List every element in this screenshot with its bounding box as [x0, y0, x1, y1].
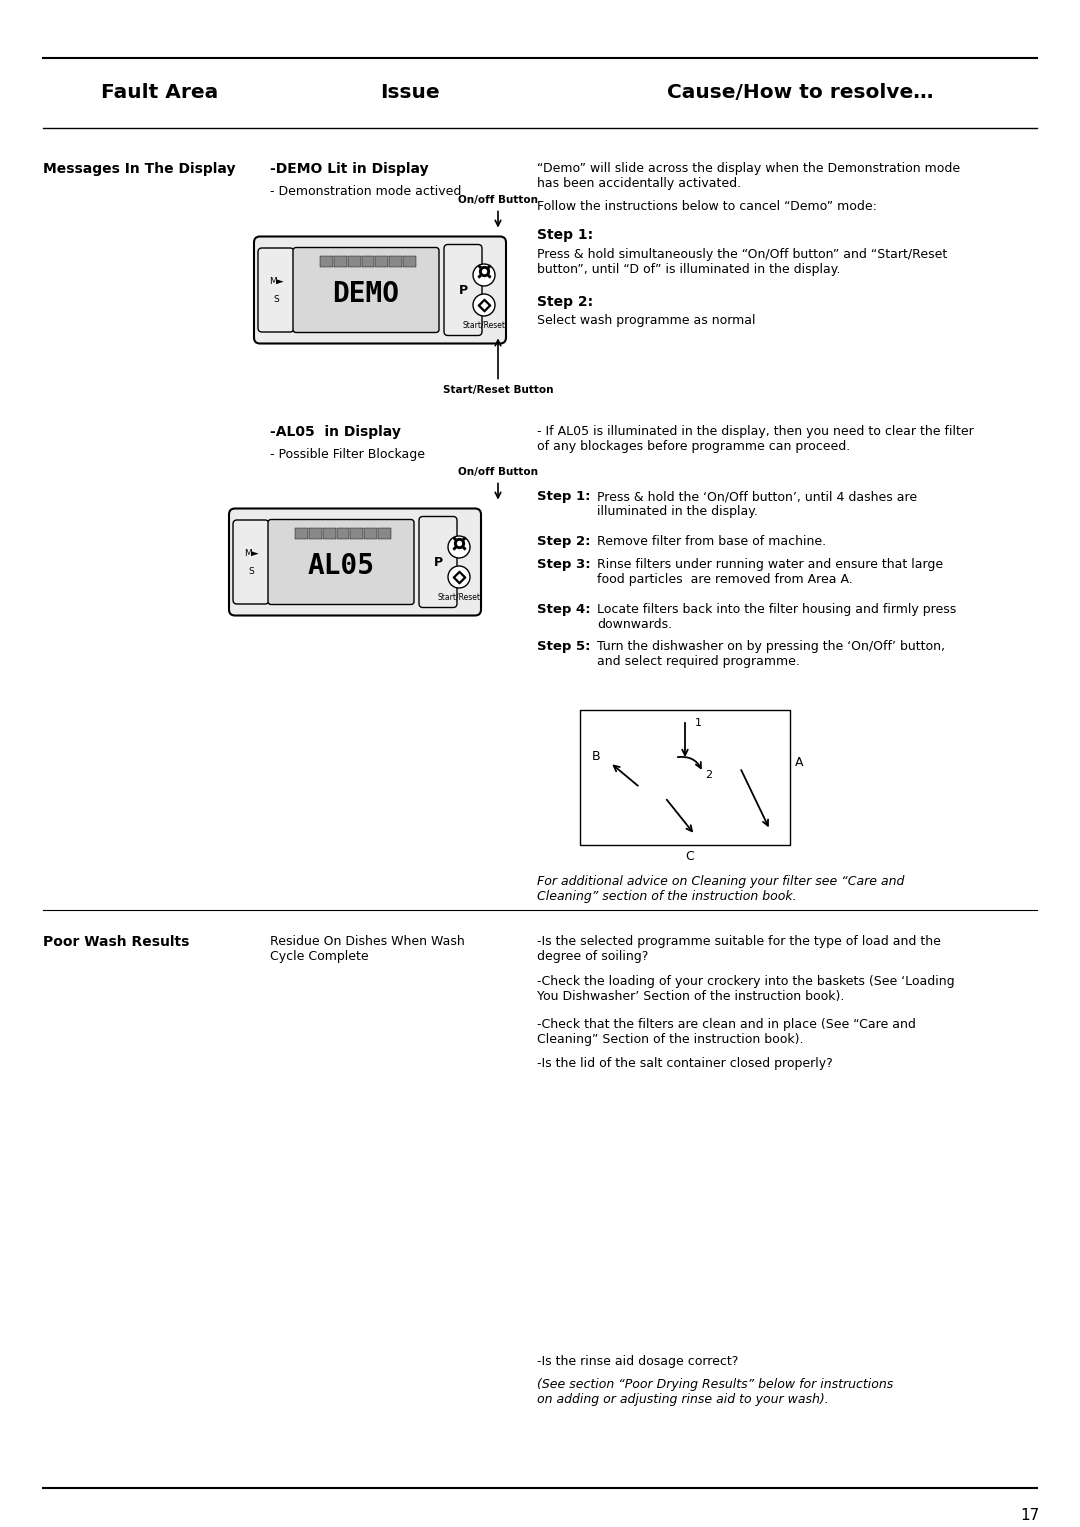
Text: Select wash programme as normal: Select wash programme as normal: [537, 315, 756, 327]
Bar: [337, 527, 350, 539]
Text: DEMO: DEMO: [333, 279, 400, 308]
Bar: [309, 527, 322, 539]
Text: Messages In The Display: Messages In The Display: [43, 162, 235, 176]
Bar: [320, 255, 333, 267]
Bar: [389, 255, 402, 267]
Text: M►: M►: [244, 550, 258, 559]
Text: Press & hold simultaneously the “On/Off button” and “Start/Reset
button”, until : Press & hold simultaneously the “On/Off …: [537, 247, 947, 276]
Text: Step 2:: Step 2:: [537, 534, 591, 548]
Text: Fault Area: Fault Area: [102, 82, 218, 101]
Text: Press & hold the ‘On/Off button’, until 4 dashes are
illuminated in the display.: Press & hold the ‘On/Off button’, until …: [597, 490, 917, 518]
Text: A: A: [795, 756, 804, 770]
Text: Poor Wash Results: Poor Wash Results: [43, 935, 189, 948]
Text: For additional advice on Cleaning your filter see “Care and
Cleaning” section of: For additional advice on Cleaning your f…: [537, 875, 904, 902]
Text: Issue: Issue: [380, 82, 440, 101]
FancyBboxPatch shape: [419, 516, 457, 608]
Text: Remove filter from base of machine.: Remove filter from base of machine.: [597, 534, 826, 548]
Text: Residue On Dishes When Wash
Cycle Complete: Residue On Dishes When Wash Cycle Comple…: [270, 935, 464, 964]
Text: Step 1:: Step 1:: [537, 490, 591, 502]
Bar: [580, 710, 789, 844]
Text: (See section “Poor Drying Results” below for instructions
on adding or adjusting: (See section “Poor Drying Results” below…: [537, 1377, 893, 1406]
Text: Step 1:: Step 1:: [537, 228, 593, 241]
Text: -Is the lid of the salt container closed properly?: -Is the lid of the salt container closed…: [537, 1057, 833, 1070]
Bar: [378, 527, 391, 539]
Text: Start/Reset: Start/Reset: [462, 321, 505, 328]
Text: -Is the selected programme suitable for the type of load and the
degree of soili: -Is the selected programme suitable for …: [537, 935, 941, 964]
Bar: [348, 255, 361, 267]
Text: M►: M►: [269, 278, 283, 287]
Text: S: S: [248, 567, 254, 576]
Text: -Check that the filters are clean and in place (See “Care and
Cleaning” Section : -Check that the filters are clean and in…: [537, 1019, 916, 1046]
Bar: [334, 255, 347, 267]
Text: 2: 2: [705, 771, 712, 780]
Text: - Possible Filter Blockage: - Possible Filter Blockage: [270, 447, 426, 461]
Text: P: P: [433, 556, 443, 568]
Circle shape: [473, 264, 495, 286]
Circle shape: [448, 536, 470, 557]
Bar: [364, 527, 377, 539]
Text: Step 4:: Step 4:: [537, 603, 591, 615]
FancyBboxPatch shape: [444, 244, 482, 336]
Text: -DEMO Lit in Display: -DEMO Lit in Display: [270, 162, 429, 176]
Text: B: B: [592, 750, 600, 764]
FancyBboxPatch shape: [254, 237, 507, 344]
Circle shape: [448, 567, 470, 588]
Text: - If AL05 is illuminated in the display, then you need to clear the filter
of an: - If AL05 is illuminated in the display,…: [537, 425, 974, 454]
Circle shape: [473, 295, 495, 316]
Text: 17: 17: [1021, 1509, 1040, 1522]
Bar: [295, 527, 308, 539]
Text: Locate filters back into the filter housing and firmly press
downwards.: Locate filters back into the filter hous…: [597, 603, 956, 631]
Text: S: S: [273, 295, 279, 304]
Text: -Check the loading of your crockery into the baskets (See ‘Loading
You Dishwashe: -Check the loading of your crockery into…: [537, 976, 955, 1003]
Text: P: P: [458, 284, 468, 296]
Bar: [403, 255, 416, 267]
Text: “Demo” will slide across the display when the Demonstration mode
has been accide: “Demo” will slide across the display whe…: [537, 162, 960, 189]
Text: AL05: AL05: [308, 551, 375, 580]
Text: Step 5:: Step 5:: [537, 640, 591, 654]
FancyBboxPatch shape: [233, 521, 269, 605]
Text: Cause/How to resolve…: Cause/How to resolve…: [666, 82, 933, 101]
Text: Step 3:: Step 3:: [537, 557, 591, 571]
Bar: [350, 527, 363, 539]
Text: 1: 1: [696, 718, 702, 728]
Text: Start/Reset Button: Start/Reset Button: [443, 385, 553, 395]
FancyBboxPatch shape: [268, 519, 414, 605]
Text: C: C: [686, 851, 694, 863]
Bar: [362, 255, 375, 267]
Text: -Is the rinse aid dosage correct?: -Is the rinse aid dosage correct?: [537, 1354, 739, 1368]
Bar: [376, 255, 389, 267]
Text: Step 2:: Step 2:: [537, 295, 593, 308]
Text: Follow the instructions below to cancel “Demo” mode:: Follow the instructions below to cancel …: [537, 200, 877, 212]
Text: Start/Reset: Start/Reset: [437, 592, 481, 602]
FancyBboxPatch shape: [293, 247, 438, 333]
Bar: [323, 527, 336, 539]
Text: - Demonstration mode actived: - Demonstration mode actived: [270, 185, 461, 199]
FancyBboxPatch shape: [258, 247, 294, 331]
Text: -AL05  in Display: -AL05 in Display: [270, 425, 401, 438]
Text: Rinse filters under running water and ensure that large
food particles  are remo: Rinse filters under running water and en…: [597, 557, 943, 586]
FancyBboxPatch shape: [229, 508, 481, 615]
Text: On/off Button: On/off Button: [458, 467, 538, 476]
Text: On/off Button: On/off Button: [458, 194, 538, 205]
Text: Turn the dishwasher on by pressing the ‘On/Off’ button,
and select required prog: Turn the dishwasher on by pressing the ‘…: [597, 640, 945, 667]
